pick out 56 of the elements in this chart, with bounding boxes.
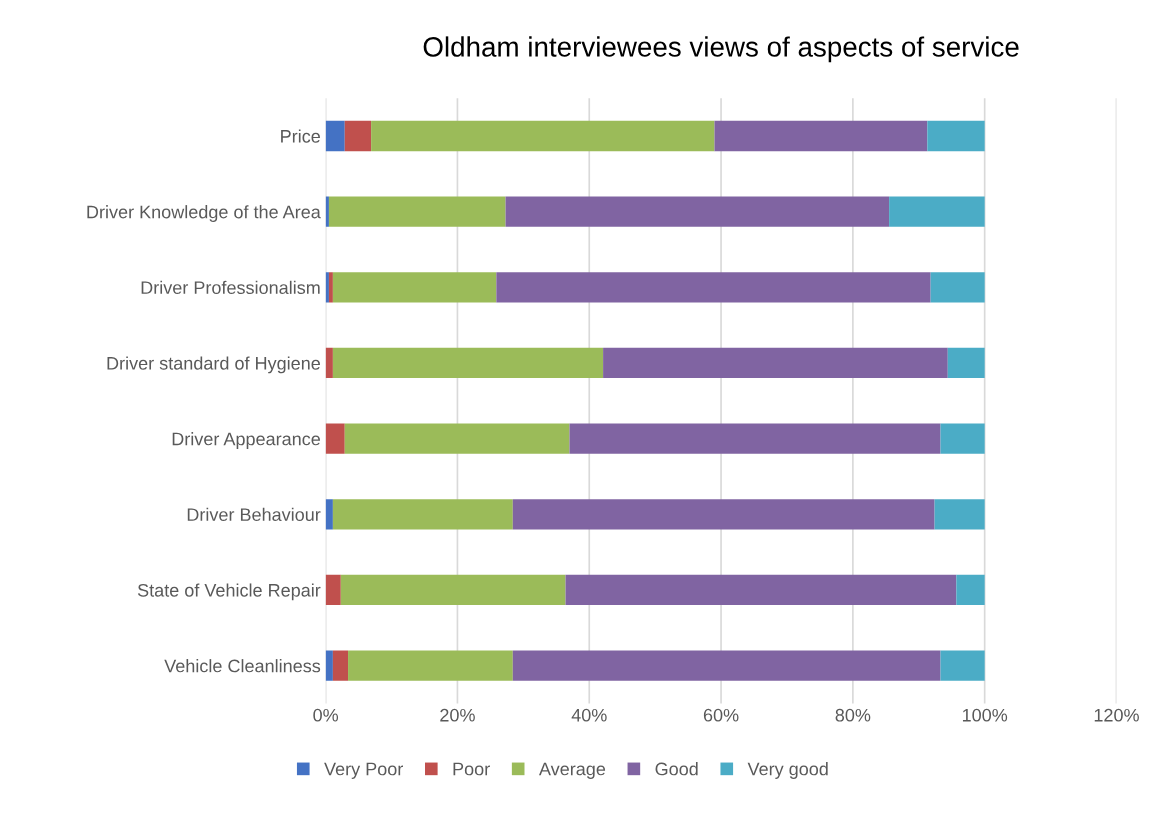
x-tick-label: 60% [703, 708, 739, 722]
bar [332, 347, 604, 379]
x-tick-label: 80% [835, 708, 871, 722]
bar [340, 574, 566, 606]
bar [332, 272, 497, 303]
bar [371, 120, 715, 152]
bar [325, 423, 345, 454]
bar [927, 120, 985, 152]
bar [332, 499, 513, 530]
x-tick-label: 20% [440, 708, 475, 722]
bar [325, 499, 333, 530]
bar [325, 650, 333, 681]
bar [512, 499, 935, 530]
bar [714, 120, 928, 152]
bar [328, 272, 333, 303]
bar [569, 423, 941, 454]
bar [889, 196, 985, 227]
bar [940, 423, 985, 454]
y-tick-label: Vehicle Cleanliness [164, 659, 321, 673]
x-tick-label: 100% [962, 708, 1008, 722]
bar [947, 347, 985, 379]
bar [325, 347, 333, 379]
bar [325, 272, 329, 303]
bar [344, 423, 570, 454]
bar [332, 650, 349, 681]
legend-label: Good [655, 762, 698, 776]
y-tick-label: Driver standard of Hygiene [107, 356, 320, 374]
bar [344, 120, 372, 152]
bar [512, 650, 941, 681]
bar [956, 574, 985, 606]
bar [934, 499, 985, 530]
bar [940, 650, 985, 681]
legend-label: Very good [747, 762, 828, 779]
legend-label: Poor [453, 762, 490, 776]
bar [505, 196, 890, 227]
x-tick-label: 120% [1094, 708, 1139, 722]
bar [565, 574, 957, 606]
x-tick-label: 0% [313, 708, 339, 722]
y-tick-label: Driver Knowledge of the Area [87, 205, 321, 222]
bar [496, 272, 931, 303]
bar [930, 272, 985, 303]
y-tick-label: State of Vehicle Repair [137, 583, 321, 601]
legend-label: Very Poor [324, 762, 404, 779]
x-tick-label: 40% [571, 708, 607, 722]
bar [328, 196, 506, 227]
y-tick-label: Driver Behaviour [187, 507, 321, 522]
legend-label: Average [538, 762, 606, 779]
chart-title: Oldham interviewees views of aspects of service [423, 36, 1019, 63]
bar [325, 196, 329, 227]
bar [325, 120, 345, 152]
bar [325, 574, 341, 606]
bar [348, 650, 513, 681]
y-tick-label: Driver Appearance [172, 432, 320, 449]
y-tick-label: Price [281, 129, 320, 143]
bar [603, 347, 948, 379]
y-tick-label: Driver Professionalism [141, 280, 320, 295]
